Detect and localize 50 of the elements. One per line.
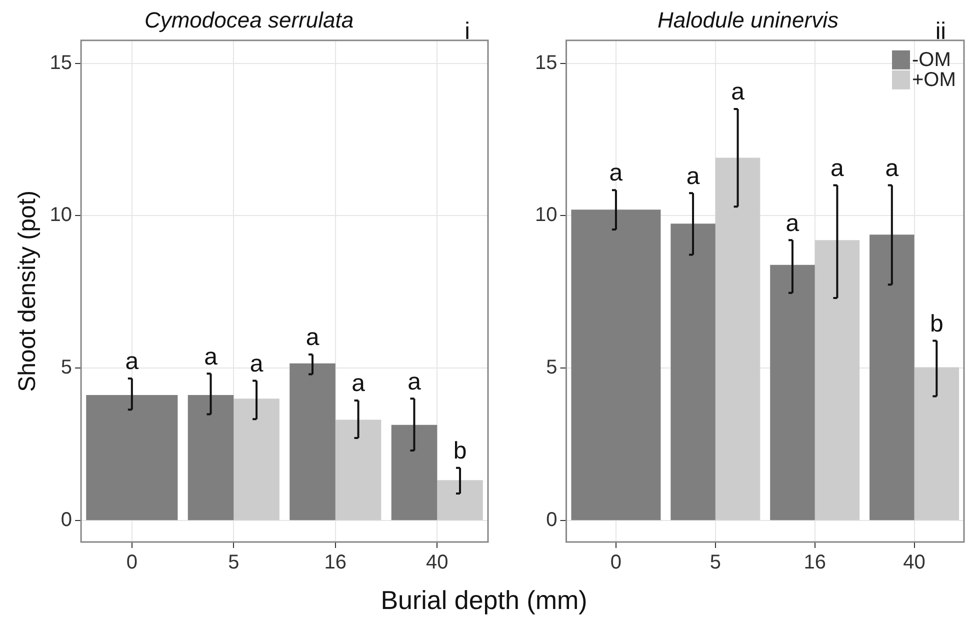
y-tick-label: 0 [546,509,558,532]
data-label: a [786,210,800,237]
data-label: a [125,348,140,376]
y-tick-label: 5 [60,356,72,379]
data-label: a [408,368,422,396]
bar [670,224,716,520]
y-tick-label: 15 [534,52,558,74]
x-tick-label: 5 [228,552,240,574]
legend-label: +OM [912,68,956,91]
bar [870,234,914,520]
bar [290,363,336,520]
data-label: a [250,350,264,378]
bar [234,398,280,520]
bar [437,480,483,520]
data-label: b [453,438,467,465]
y-tick-label: 0 [60,509,72,532]
y-tick-label: 10 [534,204,558,226]
x-tick-label: 5 [710,552,721,574]
data-label: b [930,310,944,338]
data-label: a [885,154,900,182]
legend-label: -OM [912,48,951,71]
data-label: a [204,343,218,370]
bar [188,395,234,520]
bar [914,367,960,520]
chart-title: Cymodocea serrulata [144,7,354,32]
x-tick-label: 16 [324,552,347,574]
bar [335,420,382,520]
data-label: a [731,78,746,106]
data-label: a [609,160,624,187]
bar [391,424,438,520]
y-tick-label: 15 [50,52,72,74]
data-label: a [830,154,845,182]
data-label: a [352,370,366,398]
x-tick-label: 0 [610,552,622,574]
bar [770,264,815,520]
x-tick-label: 0 [126,552,138,574]
data-label: a [306,324,320,352]
y-axis-title: Shoot density (pot) [14,190,42,392]
x-tick-label: 16 [804,552,826,574]
annotation: i [464,18,470,46]
x-axis-title: Burial depth (mm) [380,585,588,616]
y-tick-label: 5 [546,356,558,379]
y-tick-label: 10 [50,204,72,226]
bar [715,158,760,520]
bar [814,240,860,520]
data-label: a [686,162,700,190]
chart-title: Halodule uninervis [658,7,838,32]
x-tick-label: 40 [903,552,926,574]
annotation: ii [935,18,946,46]
x-tick-label: 40 [426,552,448,574]
